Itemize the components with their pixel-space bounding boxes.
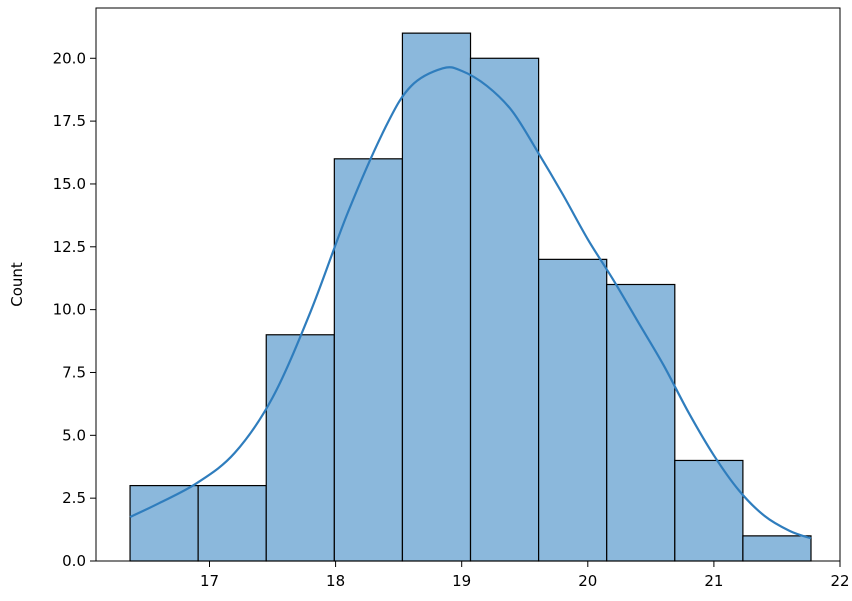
histogram-bar-8 [674,459,744,562]
histogram-bar-3 [333,158,404,562]
y-tick-label-4: 10.0 [53,301,86,319]
y-tick-label-3: 7.5 [62,363,86,381]
x-tick-label-5: 22 [830,572,849,590]
y-tick-label-8: 20.0 [53,49,86,67]
histogram-bar-2 [265,334,335,562]
histogram-bar-9 [742,535,812,562]
y-axis-label: Count [8,262,26,307]
histogram-bar-0 [129,484,199,562]
y-tick-label-5: 12.5 [53,238,86,256]
x-tick-label-4: 21 [704,572,723,590]
kde-curve [129,66,812,540]
y-tick-label-0: 0.0 [62,552,86,570]
y-tick-label-1: 2.5 [62,489,86,507]
x-tick-label-2: 19 [452,572,471,590]
y-axis-ticks: 0.0 2.5 5.0 7.5 10.0 12.5 15.0 17.5 20.0 [53,49,96,570]
histogram-bar-6 [538,258,608,562]
histogram-bar-7 [606,283,676,562]
y-tick-label-2: 5.0 [62,426,86,444]
x-axis-ticks: 17 18 19 20 21 22 [200,561,850,590]
bars-group [129,32,812,562]
x-tick-label-0: 17 [200,572,219,590]
y-tick-label-6: 15.0 [53,175,86,193]
plot-frame [95,7,841,562]
x-tick-label-1: 18 [326,572,345,590]
y-tick-label-7: 17.5 [53,112,86,130]
histogram-bar-5 [469,57,540,562]
x-tick-label-3: 20 [578,572,597,590]
histogram-bar-1 [197,484,267,562]
histogram-bar-4 [401,32,472,562]
